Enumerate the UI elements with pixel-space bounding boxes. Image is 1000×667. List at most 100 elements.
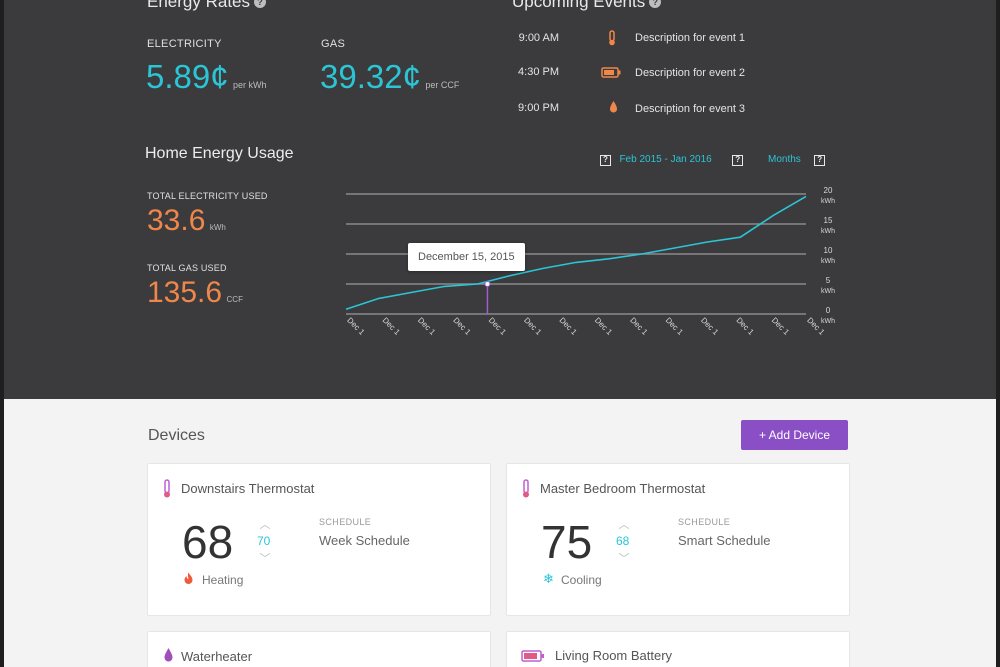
device-card-master-bedroom-thermostat[interactable]: Master Bedroom Thermostat 75 ︿ 68 ﹀ SCHE… [506, 463, 850, 616]
energy-rates-title: Energy Rates? [147, 0, 266, 12]
temp-up-icon[interactable]: ︿ [618, 519, 630, 531]
current-temperature: 68 [182, 516, 234, 568]
dashboard-header-panel: Energy Rates? ELECTRICITY 5.89¢ per kWh … [4, 0, 996, 399]
x-tick-label: Dec 1 [522, 316, 544, 338]
device-name: Master Bedroom Thermostat [540, 481, 706, 496]
window-edge-left [0, 0, 4, 667]
event-time: 4:30 PM [518, 66, 559, 78]
snowflake-icon: ❄ [543, 571, 554, 586]
set-temperature: 70 [257, 534, 271, 548]
total-electricity-unit: kWh [209, 223, 226, 232]
battery-icon [521, 650, 544, 662]
temp-down-icon[interactable]: ﹀ [259, 553, 271, 565]
calendar-icon[interactable]: ? [600, 155, 611, 166]
thermometer-icon [523, 479, 529, 498]
y-tick-label: 20 [824, 186, 833, 195]
device-status: Cooling [561, 573, 602, 587]
x-tick-label: Dec 1 [416, 316, 438, 338]
y-tick-unit: kWh [821, 228, 835, 235]
temp-down-icon[interactable]: ﹀ [618, 553, 630, 565]
event-time: 9:00 AM [518, 32, 559, 44]
x-tick-label: Dec 1 [451, 316, 473, 338]
y-tick-label: 5 [826, 276, 831, 285]
current-temperature: 75 [541, 516, 593, 568]
help-icon[interactable]: ? [254, 0, 266, 8]
total-gas: 135.6 CCF [147, 276, 243, 310]
upcoming-events-title: Upcoming Events? [512, 0, 662, 12]
x-tick-label: Dec 1 [699, 316, 721, 338]
window-edge-right [996, 0, 1000, 667]
gas-rate-value: 39.32¢ [320, 58, 421, 95]
water-drop-icon [164, 648, 173, 662]
device-card-living-room-battery[interactable]: Living Room Battery [506, 631, 850, 667]
gas-label: GAS [321, 38, 346, 50]
device-status: Heating [202, 573, 244, 587]
device-name: Living Room Battery [555, 648, 673, 663]
electricity-rate-unit: per kWh [233, 80, 267, 90]
add-device-button[interactable]: + Add Device [741, 420, 848, 450]
schedule-value[interactable]: Smart Schedule [678, 533, 771, 548]
date-range-control[interactable]: ? Feb 2015 - Jan 2016 ? [600, 149, 744, 167]
total-electricity-value: 33.6 [147, 204, 206, 237]
device-card-downstairs-thermostat[interactable]: Downstairs Thermostat 68 ︿ 70 ﹀ SCHEDULE… [147, 463, 491, 616]
temp-up-icon[interactable]: ︿ [259, 519, 271, 531]
device-name: Downstairs Thermostat [181, 481, 315, 496]
water-drop-icon [610, 101, 617, 113]
x-tick-label: Dec 1 [345, 316, 367, 338]
x-tick-label: Dec 1 [770, 316, 792, 338]
period-dropdown-icon[interactable]: ? [814, 155, 826, 166]
next-range-icon[interactable]: ? [732, 155, 744, 166]
total-gas-label: TOTAL GAS USED [147, 263, 227, 273]
event-description: Description for event 2 [635, 67, 746, 79]
electricity-rate: 5.89¢ per kWh [146, 58, 267, 96]
x-tick-label: Dec 1 [628, 316, 650, 338]
event-description: Description for event 3 [635, 103, 746, 115]
device-card-waterheater[interactable]: Waterheater [147, 631, 491, 667]
energy-usage-chart: 0 kWh 5 kWh 10 kWh 15 kWh 20 kWh Dec 1 Dec 1 Dec 1 De… [345, 186, 835, 338]
period-text[interactable]: Months [768, 154, 801, 165]
chart-tooltip: December 15, 2015 [408, 243, 525, 271]
y-tick-unit: kWh [821, 198, 835, 205]
devices-panel: Devices + Add Device Downstairs Thermost… [4, 399, 996, 667]
total-electricity-label: TOTAL ELECTRICITY USED [147, 191, 268, 201]
y-tick-label: 0 [826, 306, 831, 315]
period-control[interactable]: Months ? [768, 149, 826, 167]
upcoming-events-title-text: Upcoming Events [512, 0, 646, 11]
electricity-label: ELECTRICITY [147, 38, 222, 50]
x-tick-label: Dec 1 [381, 316, 403, 338]
total-gas-value: 135.6 [147, 276, 223, 309]
set-temperature: 68 [616, 534, 630, 548]
x-tick-label: Dec 1 [558, 316, 580, 338]
energy-rates-title-text: Energy Rates [147, 0, 250, 11]
gas-rate: 39.32¢ per CCF [320, 58, 459, 96]
device-name: Waterheater [181, 649, 253, 664]
y-tick-unit: kWh [821, 288, 835, 295]
schedule-label: SCHEDULE [678, 517, 731, 527]
thermometer-icon [164, 479, 170, 498]
y-tick-label: 15 [824, 216, 833, 225]
schedule-label: SCHEDULE [319, 517, 372, 527]
flame-icon [184, 572, 193, 584]
date-range-text[interactable]: Feb 2015 - Jan 2016 [619, 154, 712, 165]
event-description: Description for event 1 [635, 32, 746, 44]
usage-line [345, 195, 807, 310]
highlight-point [484, 281, 491, 287]
thermometer-icon [609, 30, 615, 46]
schedule-value[interactable]: Week Schedule [319, 533, 410, 548]
gas-rate-unit: per CCF [425, 80, 460, 90]
event-time: 9:00 PM [518, 102, 559, 114]
y-tick-unit: kWh [821, 258, 835, 265]
x-tick-label: Dec 1 [487, 316, 509, 338]
x-tick-label: Dec 1 [593, 316, 615, 338]
total-electricity: 33.6 kWh [147, 204, 226, 238]
devices-title: Devices [148, 427, 205, 444]
y-tick-unit: kWh [821, 318, 835, 325]
y-tick-label: 10 [824, 246, 833, 255]
x-tick-label: Dec 1 [664, 316, 686, 338]
battery-icon [601, 67, 621, 78]
electricity-rate-value: 5.89¢ [146, 58, 229, 95]
usage-title: Home Energy Usage [145, 145, 294, 162]
help-icon[interactable]: ? [649, 0, 662, 8]
x-tick-label: Dec 1 [734, 316, 756, 338]
app-frame: Energy Rates? ELECTRICITY 5.89¢ per kWh … [4, 0, 996, 667]
